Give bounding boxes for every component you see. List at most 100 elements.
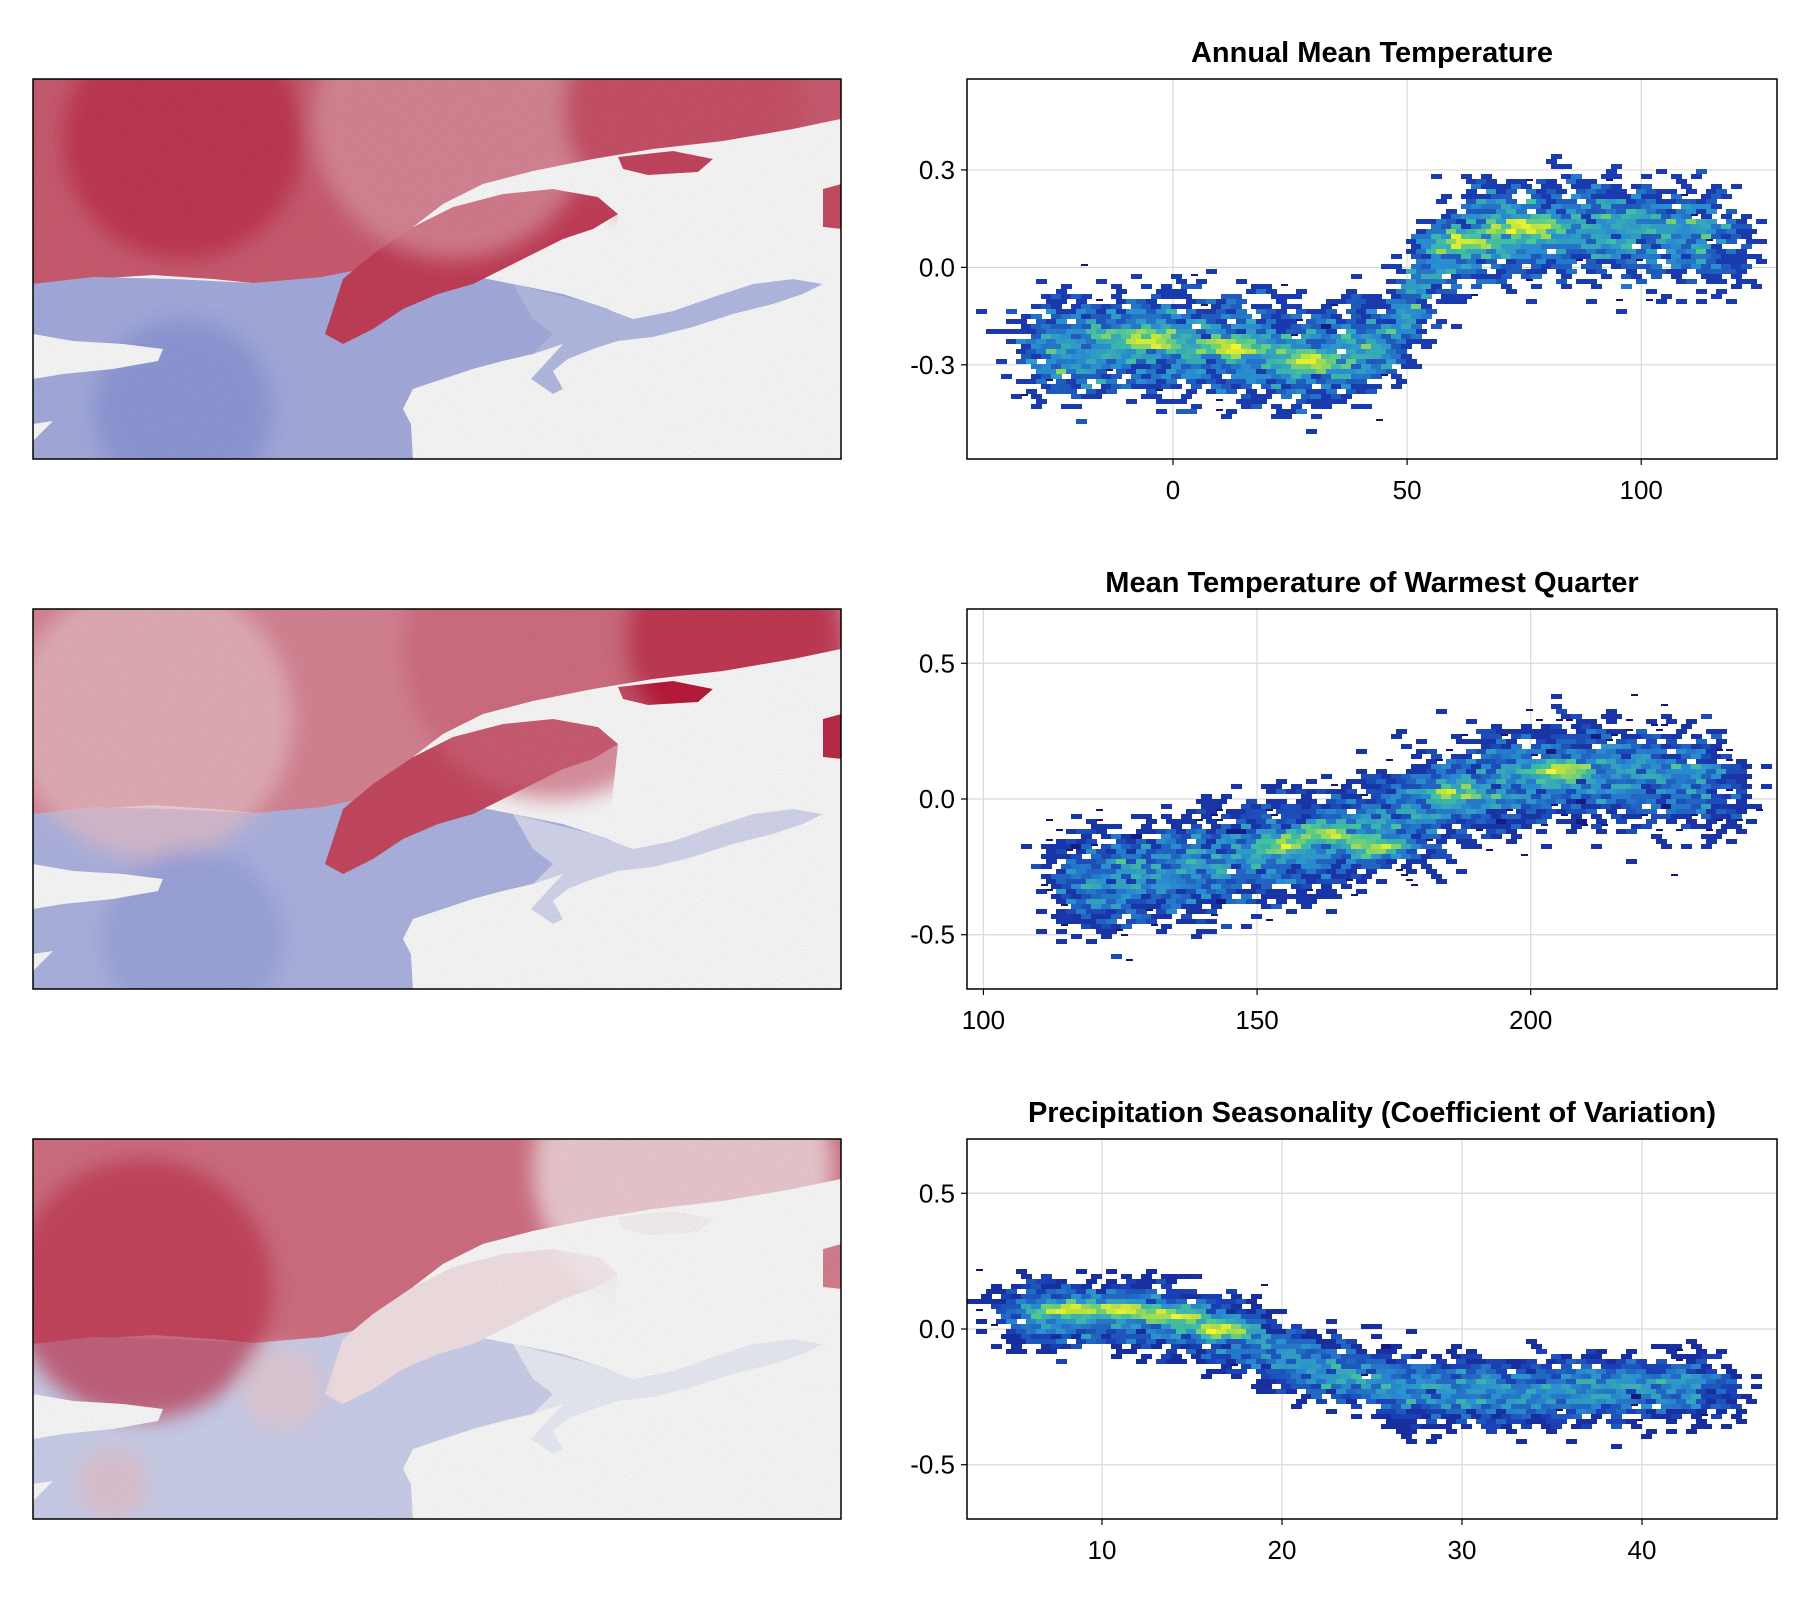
density-cell	[1121, 874, 1132, 879]
density-cell	[1296, 1329, 1307, 1334]
density-cell	[1196, 329, 1207, 334]
density-cell	[1461, 274, 1472, 279]
density-cell	[1716, 229, 1727, 234]
density-cell	[986, 1289, 997, 1294]
density-cell	[1176, 399, 1187, 404]
density-cell	[1046, 819, 1053, 821]
density-cell	[1536, 1419, 1547, 1424]
density-cell	[1511, 734, 1522, 739]
density-cell	[1501, 264, 1512, 269]
density-cell	[1701, 1384, 1712, 1389]
density-cell	[1741, 264, 1752, 269]
density-cell	[1711, 294, 1722, 299]
density-cell	[1656, 799, 1667, 804]
density-cell	[1461, 264, 1472, 269]
density-cell	[1721, 224, 1732, 229]
density-cell	[1126, 1339, 1137, 1344]
density-cell	[1631, 804, 1642, 809]
density-cell	[1611, 224, 1622, 229]
density-cell	[1156, 399, 1167, 404]
density-cell	[1736, 779, 1747, 784]
density-cell	[1646, 269, 1657, 274]
density-cell	[1376, 1399, 1387, 1404]
density-cell	[1691, 174, 1702, 179]
density-cell	[1461, 174, 1472, 179]
density-cell	[1321, 834, 1332, 839]
density-cell	[1391, 304, 1402, 309]
density-cell	[1186, 389, 1197, 394]
density-cell	[1596, 739, 1607, 744]
density-cell	[1296, 319, 1303, 321]
density-cell	[1011, 1334, 1022, 1339]
density-cell	[1176, 409, 1187, 414]
density-cell	[1056, 899, 1067, 904]
density-cell	[1151, 354, 1162, 359]
density-cell	[1646, 289, 1657, 294]
density-cell	[1356, 879, 1367, 884]
density-cell	[1136, 1299, 1147, 1304]
density-cell	[1701, 264, 1712, 269]
density-cell	[1596, 189, 1607, 194]
density-cell	[1516, 729, 1527, 734]
density-cell	[1476, 1379, 1487, 1384]
density-cell	[1341, 834, 1352, 839]
density-cell	[1726, 819, 1737, 824]
density-cell	[1481, 174, 1492, 179]
density-cell	[1261, 1354, 1272, 1359]
density-cell	[1546, 1409, 1557, 1414]
density-cell	[1531, 224, 1542, 229]
density-cell	[1536, 829, 1547, 834]
density-cell	[1196, 1349, 1207, 1354]
density-cell	[1061, 364, 1072, 369]
density-cell	[1011, 1294, 1022, 1299]
density-cell	[1721, 754, 1732, 759]
density-cell	[1656, 1359, 1667, 1364]
density-cell	[1191, 354, 1202, 359]
density-cell	[1021, 1284, 1032, 1289]
density-cell	[1326, 839, 1337, 844]
density-cell	[1081, 884, 1092, 889]
density-cell	[1511, 244, 1522, 249]
density-cell	[1466, 209, 1477, 214]
density-cell	[1601, 274, 1612, 279]
density-cell	[1371, 804, 1382, 809]
density-cell	[1601, 254, 1612, 259]
density-cell	[1281, 314, 1292, 319]
density-cell	[1716, 279, 1727, 284]
density-cell	[1336, 809, 1347, 814]
density-cell	[1761, 784, 1772, 789]
density-cell	[1726, 1379, 1737, 1384]
density-cell	[1426, 769, 1437, 774]
density-cell	[1336, 359, 1347, 364]
density-cell	[1696, 1419, 1707, 1424]
density-cell	[1491, 1394, 1502, 1399]
density-cell	[1451, 1384, 1462, 1389]
density-cell	[1616, 1419, 1627, 1424]
density-cell	[1281, 1384, 1292, 1389]
density-cell	[1231, 844, 1242, 849]
density-cell	[1246, 1329, 1257, 1334]
density-cell	[1071, 1334, 1082, 1339]
density-cell	[1166, 379, 1177, 384]
density-cell	[1456, 259, 1467, 264]
density-cell	[1241, 1364, 1252, 1369]
density-cell	[1511, 1364, 1522, 1369]
scatter-1-frame	[966, 78, 1778, 460]
density-cell	[1411, 1414, 1422, 1419]
density-cell	[1231, 814, 1242, 819]
density-cell	[1151, 1334, 1162, 1339]
density-cell	[1461, 794, 1472, 799]
density-cell	[1541, 234, 1552, 239]
density-cell	[1041, 1284, 1052, 1289]
density-cell	[1296, 379, 1307, 384]
density-cell	[1086, 329, 1097, 334]
density-cell	[1161, 804, 1172, 809]
density-cell	[1501, 284, 1512, 289]
density-cell	[1566, 1389, 1577, 1394]
density-cell	[1161, 814, 1172, 819]
density-cell	[1441, 1404, 1452, 1409]
density-cell	[1476, 179, 1487, 184]
density-cell	[1466, 739, 1477, 744]
density-cell	[1276, 299, 1287, 304]
